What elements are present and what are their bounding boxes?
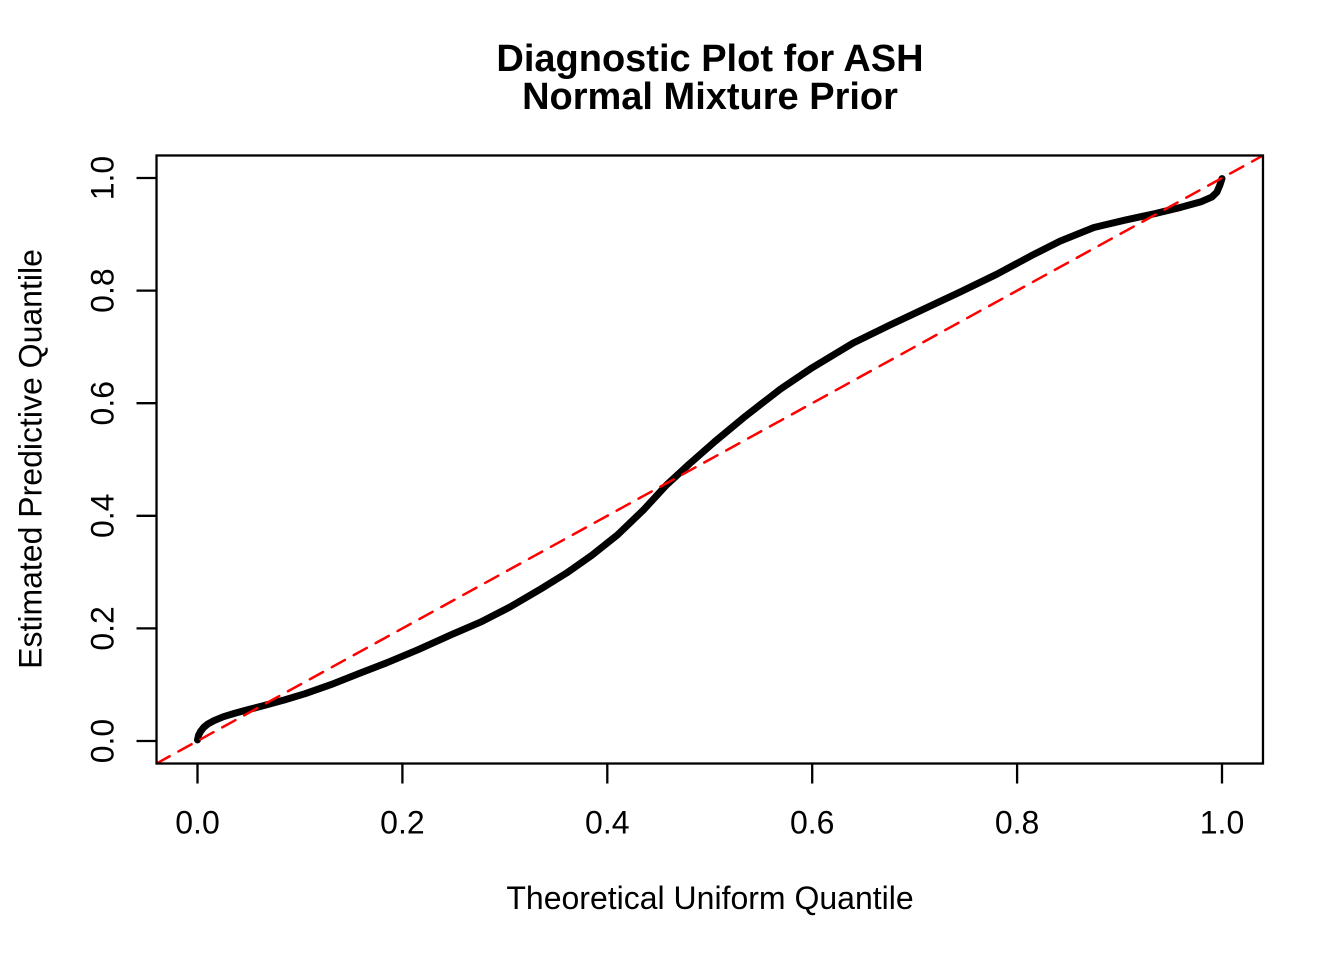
x-tick-label: 0.4 bbox=[585, 805, 629, 841]
chart-title: Diagnostic Plot for ASH Normal Mixture P… bbox=[157, 40, 1263, 116]
plot-frame bbox=[155, 154, 1265, 765]
y-axis-title: Estimated Predictive Quantile bbox=[12, 249, 49, 669]
identity-reference-line bbox=[156, 155, 1263, 764]
y-tick-label: 0.0 bbox=[85, 719, 121, 763]
x-axis-title: Theoretical Uniform Quantile bbox=[506, 880, 914, 916]
x-tick-label: 0.0 bbox=[175, 805, 219, 841]
y-tick-label: 1.0 bbox=[85, 156, 121, 200]
y-tick-label: 0.4 bbox=[85, 494, 121, 538]
x-tick-label: 0.2 bbox=[380, 805, 424, 841]
chart-title-line1: Diagnostic Plot for ASH bbox=[496, 38, 924, 80]
y-tick-label: 0.6 bbox=[85, 381, 121, 425]
x-tick-label: 0.8 bbox=[995, 805, 1039, 841]
x-tick-label: 1.0 bbox=[1200, 805, 1244, 841]
y-tick-label: 0.2 bbox=[85, 606, 121, 650]
x-tick-label: 0.6 bbox=[790, 805, 834, 841]
estimated-predictive-quantile-curve bbox=[194, 175, 1226, 744]
y-tick-label: 0.8 bbox=[85, 268, 121, 312]
chart-title-line2: Normal Mixture Prior bbox=[522, 76, 898, 118]
